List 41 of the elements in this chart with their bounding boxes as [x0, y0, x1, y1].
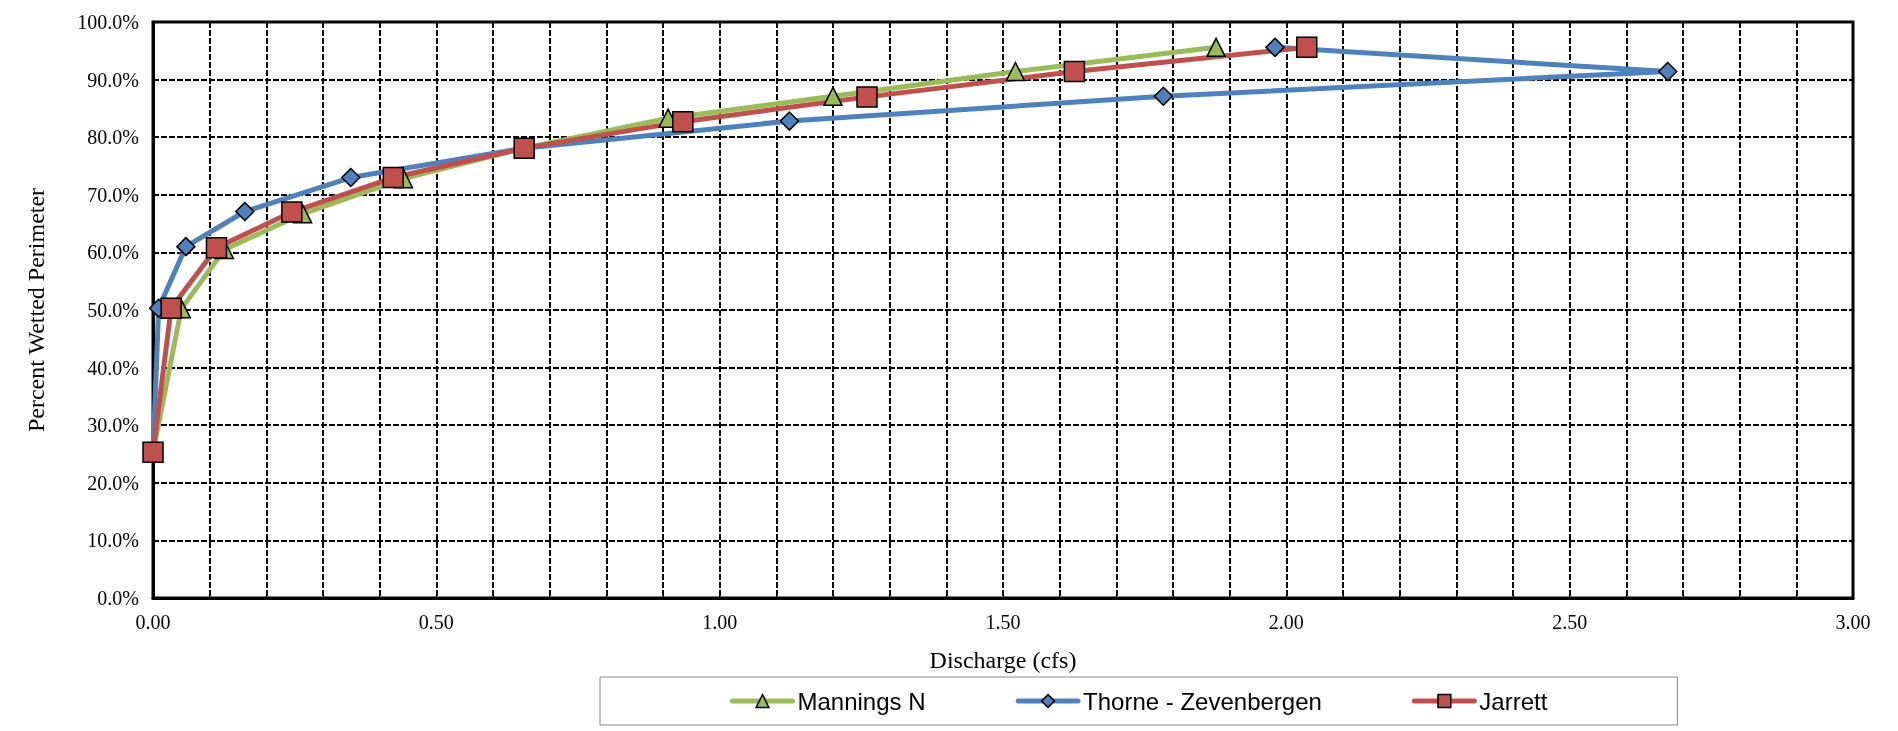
y-tick-label: 70.0% — [87, 183, 139, 206]
point — [1657, 61, 1678, 82]
point — [1063, 60, 1086, 83]
legend-label: Mannings N — [797, 687, 926, 715]
point — [235, 201, 255, 222]
point — [823, 86, 843, 107]
y-tick-label: 30.0% — [87, 414, 139, 437]
point — [176, 236, 196, 257]
point — [382, 166, 405, 189]
point — [160, 297, 182, 320]
point — [1206, 37, 1226, 58]
point — [1265, 37, 1285, 58]
legend-label: Thorne - Zevenbergen — [1083, 687, 1322, 715]
y-tick-label: 20.0% — [87, 471, 139, 494]
point — [1153, 86, 1174, 107]
x-tick-label: 1.00 — [702, 611, 738, 633]
x-tick-label: 1.50 — [985, 611, 1021, 633]
y-tick-label: 80.0% — [87, 126, 139, 149]
point — [1005, 61, 1026, 82]
x-tick-label: 0.00 — [135, 611, 171, 633]
x-tick-label: 2.50 — [1552, 611, 1588, 633]
y-tick-label: 40.0% — [87, 356, 139, 379]
x-tick-label: 2.00 — [1268, 611, 1304, 633]
y-tick-label: 50.0% — [87, 299, 139, 321]
x-tick-label: 3.00 — [1835, 611, 1871, 633]
x-axis-title: Discharge (cfs) — [929, 647, 1077, 673]
point — [856, 86, 878, 108]
y-tick-label: 90.0% — [87, 68, 139, 91]
point — [672, 110, 694, 133]
point — [1295, 36, 1318, 59]
point — [779, 111, 800, 131]
y-tick-label: 10.0% — [87, 529, 139, 552]
y-tick-label: 100.0% — [77, 11, 139, 33]
legend-label: Jarrett — [1479, 687, 1548, 715]
y-axis-title: Percent Wetted Perimeter — [23, 187, 49, 433]
point — [341, 167, 361, 188]
point — [281, 201, 303, 223]
y-tick-label: 0.0% — [97, 587, 139, 609]
y-tick-label: 60.0% — [87, 241, 139, 264]
point — [205, 237, 228, 259]
x-tick-label: 0.50 — [418, 611, 454, 633]
